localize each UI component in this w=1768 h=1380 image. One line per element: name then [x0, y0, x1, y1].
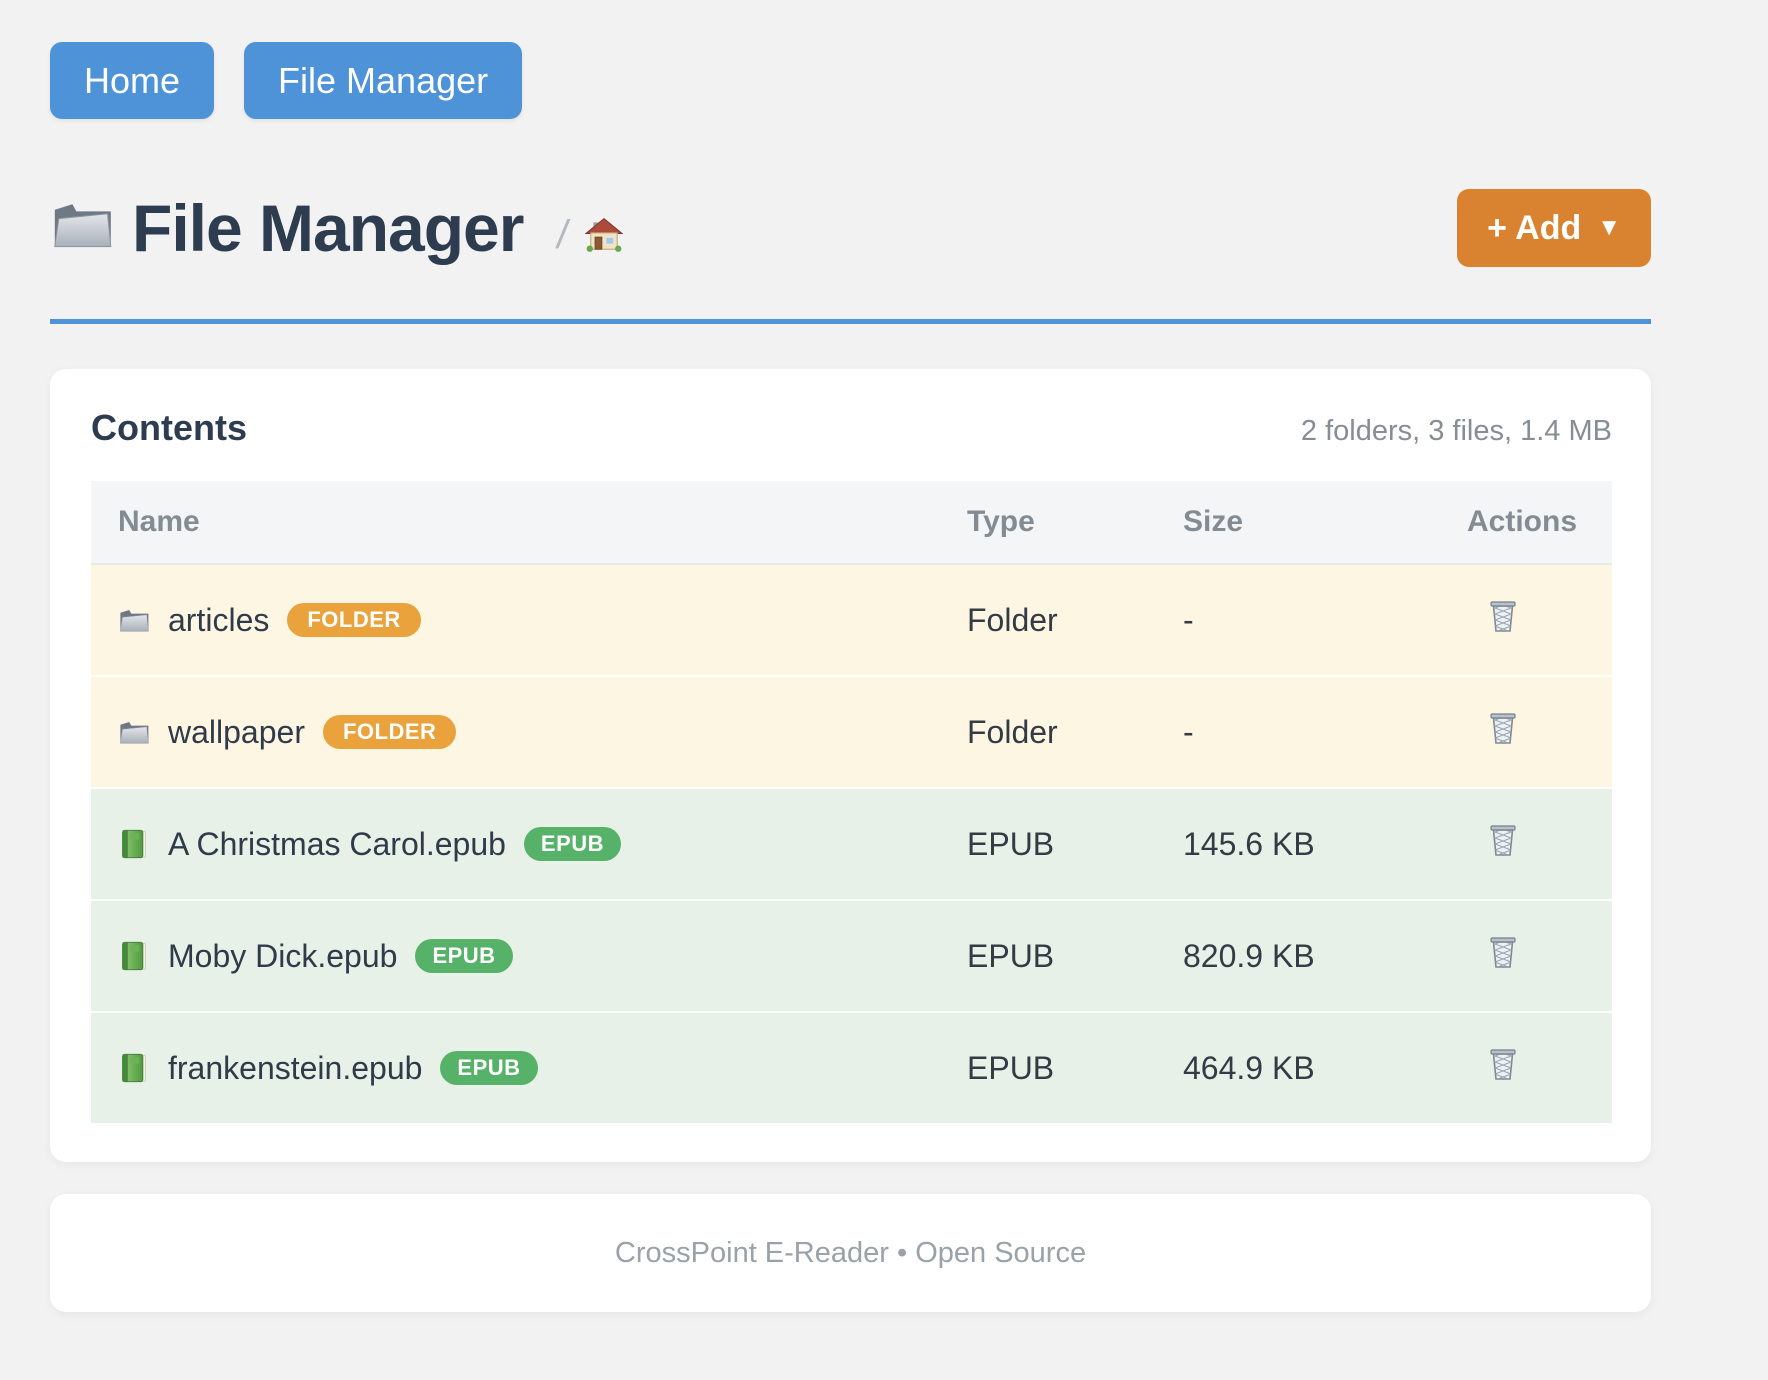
- delete-button[interactable]: [1483, 933, 1523, 973]
- type-badge: EPUB: [440, 1051, 538, 1085]
- add-button-label: + Add: [1487, 208, 1582, 247]
- file-name: frankenstein.epub: [168, 1049, 423, 1086]
- home-icon[interactable]: [584, 216, 623, 254]
- size-cell: 820.9 KB: [1183, 937, 1315, 974]
- table-header-row: Name Type Size Actions: [91, 481, 1612, 563]
- size-cell: 145.6 KB: [1183, 825, 1315, 862]
- page-header: File Manager / + Add ▼: [50, 189, 1651, 267]
- footer-text: CrossPoint E-Reader • Open Source: [614, 1236, 1087, 1269]
- column-header-name: Name: [118, 505, 200, 538]
- actions-cell: [1467, 709, 1612, 755]
- actions-cell: [1467, 821, 1612, 867]
- book-icon: [118, 1053, 150, 1083]
- type-cell: EPUB: [967, 1049, 1055, 1086]
- table-row[interactable]: articles FOLDER Folder -: [91, 563, 1612, 675]
- name-cell: articles FOLDER: [91, 602, 967, 639]
- book-icon: [118, 941, 150, 971]
- delete-button[interactable]: [1483, 821, 1523, 861]
- trash-icon: [1485, 937, 1521, 974]
- type-cell: EPUB: [967, 825, 1055, 862]
- file-name: articles: [168, 601, 270, 638]
- column-header-actions: Actions: [1467, 505, 1578, 538]
- header-divider: [50, 319, 1651, 324]
- type-badge: EPUB: [415, 939, 513, 973]
- trash-icon: [1485, 825, 1521, 862]
- type-badge: FOLDER: [322, 715, 457, 749]
- table-row[interactable]: wallpaper FOLDER Folder -: [91, 675, 1612, 787]
- footer: CrossPoint E-Reader • Open Source: [50, 1194, 1651, 1312]
- type-cell: Folder: [967, 713, 1058, 750]
- folder-icon: [50, 197, 114, 259]
- actions-cell: [1467, 597, 1612, 643]
- delete-button[interactable]: [1483, 597, 1523, 637]
- trash-icon: [1485, 1049, 1521, 1086]
- trash-icon: [1485, 713, 1521, 750]
- type-badge: FOLDER: [287, 603, 421, 637]
- size-cell: -: [1183, 713, 1194, 750]
- type-cell: Folder: [967, 601, 1058, 638]
- table-row[interactable]: A Christmas Carol.epub EPUB EPUB 145.6 K…: [91, 787, 1612, 899]
- file-name: wallpaper: [168, 713, 305, 750]
- contents-card: Contents 2 folders, 3 files, 1.4 MB Name…: [50, 369, 1651, 1162]
- type-cell: EPUB: [967, 937, 1055, 974]
- folder-icon: [118, 605, 150, 635]
- table-row[interactable]: frankenstein.epub EPUB EPUB 464.9 KB: [91, 1011, 1612, 1123]
- chevron-down-icon: ▼: [1597, 214, 1621, 241]
- type-badge: EPUB: [523, 827, 622, 861]
- file-manager-nav-button[interactable]: File Manager: [244, 42, 523, 119]
- name-cell: Moby Dick.epub EPUB: [91, 938, 967, 975]
- contents-header: Contents 2 folders, 3 files, 1.4 MB: [91, 407, 1612, 449]
- file-name: A Christmas Carol.epub: [168, 825, 506, 862]
- book-icon: [118, 829, 150, 859]
- table-row[interactable]: Moby Dick.epub EPUB EPUB 820.9 KB: [91, 899, 1612, 1011]
- trash-icon: [1485, 601, 1521, 638]
- breadcrumb: /: [554, 212, 623, 258]
- size-cell: 464.9 KB: [1183, 1049, 1315, 1086]
- table-body: articles FOLDER Folder -: [91, 563, 1612, 1123]
- name-cell: wallpaper FOLDER: [91, 714, 967, 751]
- home-nav-button[interactable]: Home: [50, 42, 215, 119]
- file-table: Name Type Size Actions articles FOLDER F…: [91, 481, 1612, 1123]
- name-cell: A Christmas Carol.epub EPUB: [91, 826, 967, 863]
- actions-cell: [1467, 933, 1612, 979]
- add-button[interactable]: + Add ▼: [1457, 189, 1651, 267]
- contents-summary: 2 folders, 3 files, 1.4 MB: [1300, 415, 1612, 447]
- page-title: File Manager: [132, 191, 524, 265]
- delete-button[interactable]: [1483, 1045, 1523, 1085]
- delete-button[interactable]: [1483, 709, 1523, 749]
- page: Home File Manager File Manager /: [50, 0, 1651, 1312]
- contents-title: Contents: [91, 407, 247, 448]
- size-cell: -: [1183, 601, 1194, 638]
- breadcrumb-separator: /: [554, 212, 572, 257]
- column-header-type: Type: [967, 505, 1035, 538]
- name-cell: frankenstein.epub EPUB: [91, 1050, 967, 1087]
- file-name: Moby Dick.epub: [168, 937, 398, 974]
- column-header-size: Size: [1183, 505, 1244, 538]
- top-nav: Home File Manager: [50, 0, 1651, 119]
- actions-cell: [1467, 1045, 1612, 1091]
- title-group: File Manager /: [50, 195, 623, 261]
- folder-icon: [118, 717, 150, 747]
